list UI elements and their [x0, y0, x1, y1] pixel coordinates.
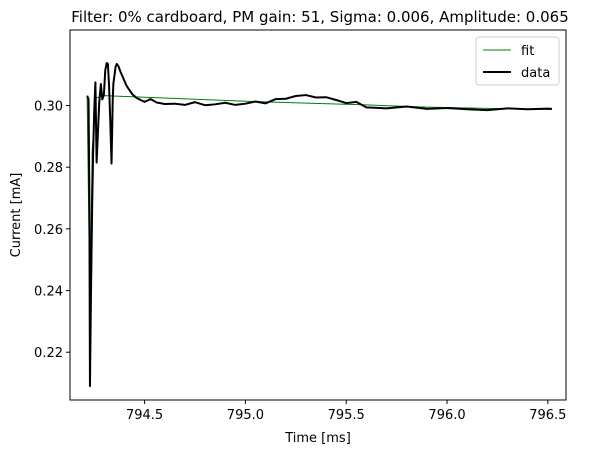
x-axis: 794.5 795.0 795.5 796.0 796.5	[126, 400, 566, 423]
x-tick-label: 796.0	[428, 408, 465, 423]
chart-title: Filter: 0% cardboard, PM gain: 51, Sigma…	[71, 8, 569, 26]
y-tick-label: 0.22	[34, 346, 63, 361]
y-axis: 0.22 0.24 0.26 0.28 0.30	[34, 100, 70, 361]
y-axis-label: Current [mA]	[9, 173, 24, 258]
legend-data-label: data	[521, 66, 550, 81]
legend: fit data	[475, 36, 560, 86]
x-tick-label: 795.5	[328, 408, 365, 423]
x-tick-label: 795.0	[227, 408, 264, 423]
legend-fit-label: fit	[521, 44, 534, 59]
x-tick-label: 796.5	[529, 408, 566, 423]
plot-lines	[86, 61, 552, 388]
y-tick-label: 0.24	[34, 285, 63, 300]
x-axis-label: Time [ms]	[284, 431, 351, 446]
y-tick-label: 0.28	[34, 161, 63, 176]
y-tick-label: 0.26	[34, 223, 63, 238]
y-tick-label: 0.30	[34, 100, 63, 115]
plot-area	[70, 30, 566, 400]
series-line-data	[86, 61, 552, 388]
plot-frame	[69, 29, 567, 401]
x-tick-label: 794.5	[126, 408, 163, 423]
series-line-fit	[86, 95, 552, 310]
